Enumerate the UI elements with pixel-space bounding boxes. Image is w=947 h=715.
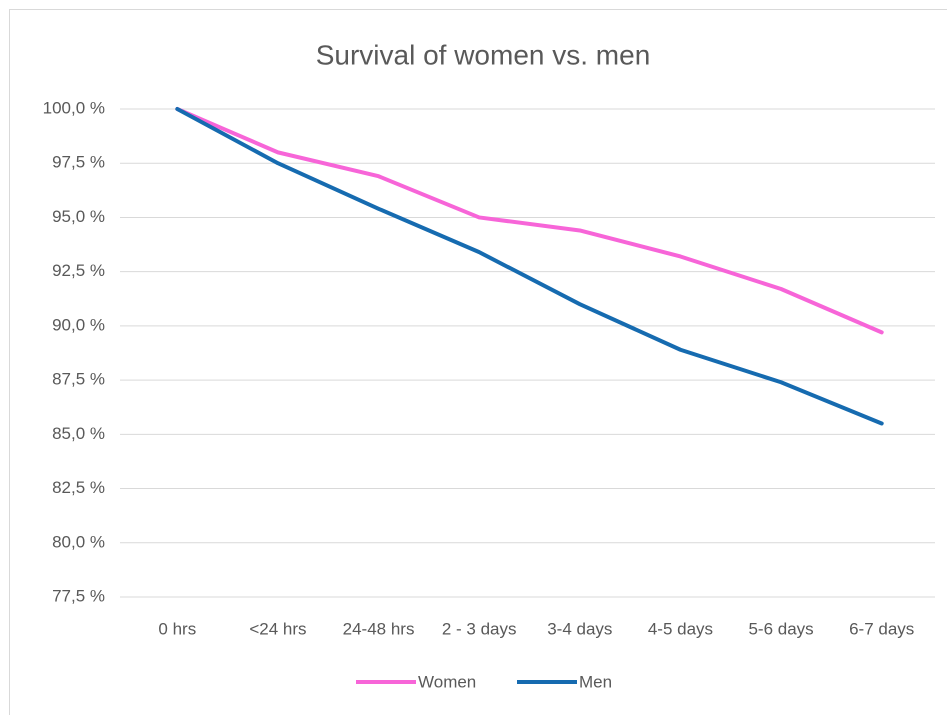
y-tick-label: 95,0 %: [52, 207, 105, 226]
x-tick-label: 5-6 days: [748, 619, 813, 638]
x-tick-label: 2 - 3 days: [442, 619, 517, 638]
x-tick-label: 24-48 hrs: [343, 619, 415, 638]
chart-border: [9, 9, 947, 715]
legend-label: Men: [579, 672, 612, 691]
y-tick-label: 97,5 %: [52, 153, 105, 172]
chart-title: Survival of women vs. men: [316, 39, 651, 70]
x-tick-label: 4-5 days: [648, 619, 713, 638]
x-tick-label: <24 hrs: [249, 619, 306, 638]
legend-label: Women: [418, 672, 476, 691]
series-line: [175, 107, 884, 426]
series-line: [175, 107, 884, 335]
y-tick-label: 82,5 %: [52, 478, 105, 497]
y-tick-label: 92,5 %: [52, 261, 105, 280]
x-tick-label: 6-7 days: [849, 619, 914, 638]
y-tick-label: 100,0 %: [43, 98, 105, 117]
x-tick-label: 3-4 days: [547, 619, 612, 638]
y-tick-label: 77,5 %: [52, 586, 105, 605]
y-tick-label: 87,5 %: [52, 370, 105, 389]
y-tick-label: 85,0 %: [52, 424, 105, 443]
y-tick-label: 80,0 %: [52, 532, 105, 551]
y-tick-label: 90,0 %: [52, 315, 105, 334]
x-tick-label: 0 hrs: [158, 619, 196, 638]
